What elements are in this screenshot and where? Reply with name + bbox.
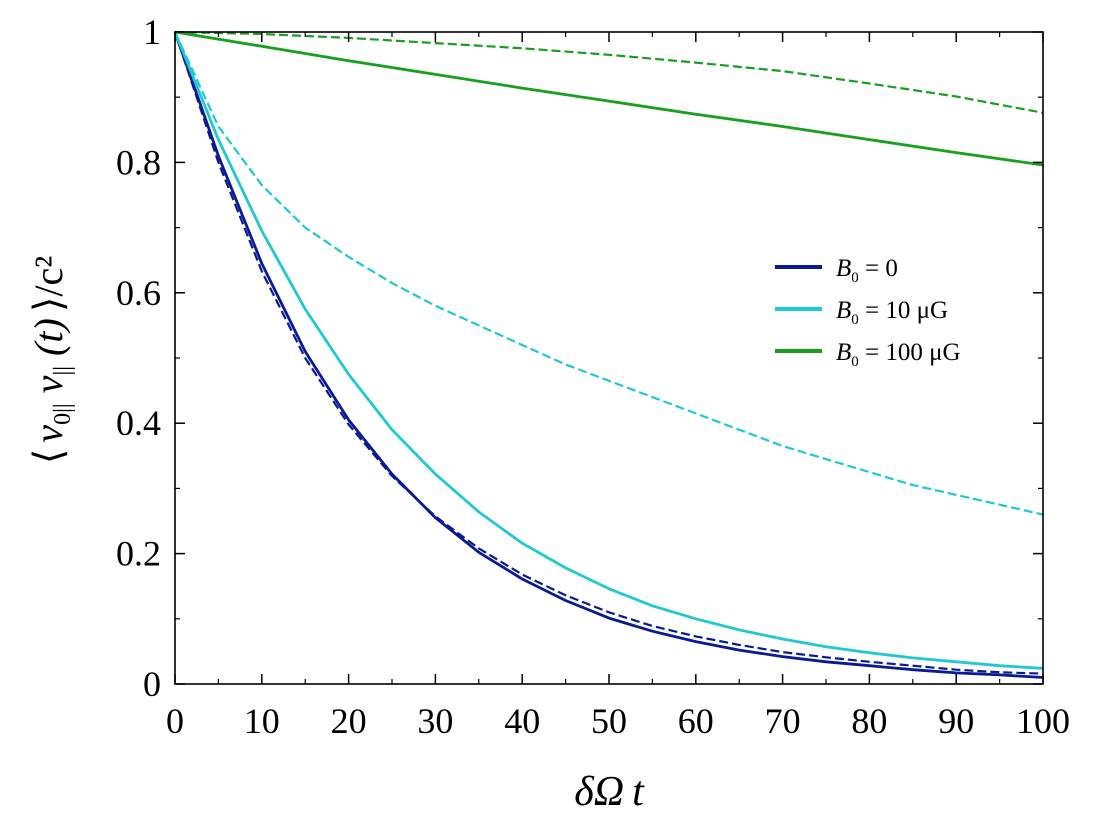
x-tick-label: 90	[938, 701, 974, 741]
series-line-b100-solid	[174, 30, 1044, 167]
x-axis-title: δΩ t	[574, 769, 645, 815]
y-tick-label: 0.8	[116, 142, 161, 182]
x-tick-label: 100	[1016, 701, 1070, 741]
y-axis-title-left-bracket: ⟨	[26, 449, 71, 465]
x-tick-label: 0	[166, 701, 184, 741]
x-tick-label: 10	[244, 701, 280, 741]
x-tick-label: 40	[504, 701, 540, 741]
y-tick-label: 0.6	[116, 273, 161, 313]
y-axis-title-tail: /c²	[26, 256, 71, 297]
y-axis-title-v1: v	[26, 425, 71, 443]
x-tick-label: 80	[851, 701, 887, 741]
legend-item-b10: B0 = 10 μG	[775, 297, 948, 328]
y-axis-title-v2: v	[26, 375, 71, 393]
series-line-b0-solid	[173, 31, 1044, 679]
y-tick-label: 1	[143, 12, 161, 52]
legend-label-b10: B0 = 10 μG	[836, 297, 948, 328]
y-axis-title-right-bracket: ⟩	[26, 297, 71, 313]
x-tick-label: 70	[765, 701, 801, 741]
legend-label-b100: B0 = 100 μG	[836, 339, 961, 370]
legend-item-b0: B0 = 0	[775, 255, 898, 286]
series-line-b100-dashed	[174, 30, 1044, 114]
x-tick-label: 60	[678, 701, 714, 741]
y-axis-title-sub1: 0||	[50, 403, 76, 425]
ticks-layer: 0 10 20 30 40 50 60 70 80 90 100 0 0.2 0.4 0.6 0.8 1	[116, 12, 1070, 741]
data-layer	[173, 30, 1044, 679]
y-axis-title-arg: (t)	[26, 318, 71, 356]
legend-label-b0: B0 = 0	[836, 255, 898, 286]
y-axis-title: ⟨v0||v||(t)⟩/c²	[26, 256, 76, 465]
y-axis-title-sub2: ||	[50, 366, 76, 376]
x-tick-label: 30	[417, 701, 453, 741]
x-tick-label: 20	[331, 701, 367, 741]
legend: B0 = 0 B0 = 10 μG B0 = 100 μG	[775, 255, 961, 370]
y-tick-label: 0.4	[116, 403, 161, 443]
x-axis-title-prefix: δΩ	[574, 769, 624, 815]
series-line-b10-solid	[173, 31, 1044, 670]
y-tick-label: 0.2	[116, 534, 161, 574]
series-line-b10-dashed	[174, 31, 1044, 516]
legend-item-b100: B0 = 100 μG	[775, 339, 961, 370]
x-tick-label: 50	[591, 701, 627, 741]
y-tick-label: 0	[143, 664, 161, 704]
series-line-b0-dashed	[173, 31, 1044, 675]
x-axis-title-var: t	[632, 769, 645, 815]
